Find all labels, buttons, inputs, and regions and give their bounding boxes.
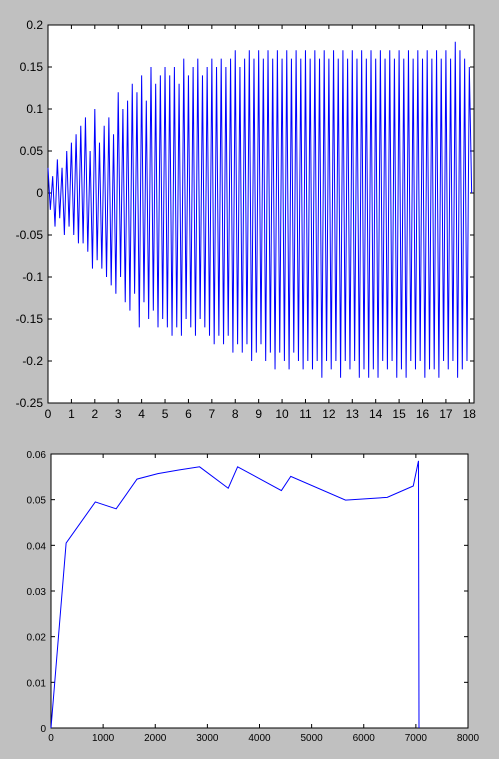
top-chart-x-tick-label: 1	[68, 407, 75, 421]
top-chart-x-tick-label: 0	[45, 407, 52, 421]
top-chart-x-tick-label: 18	[463, 407, 477, 421]
bottom-chart-x-tick-label: 3000	[196, 733, 219, 744]
bottom-chart-x-tick-label: 6000	[353, 733, 376, 744]
top-chart-x-tick-label: 5	[162, 407, 169, 421]
bottom-chart-x-tick-label: 7000	[405, 733, 428, 744]
top-chart-y-tick-label: -0.25	[16, 396, 44, 410]
top-chart-x-tick-labels: 0 1 2 3 4 5 6 7 8 9 10 11 12 13 14 15 16 17 18	[45, 407, 477, 421]
top-chart-x-tick-label: 8	[232, 407, 239, 421]
top-chart-x-tick-label: 17	[439, 407, 453, 421]
top-chart-y-tick-label: -0.1	[22, 270, 43, 284]
top-chart-y-tick-label: -0.2	[22, 354, 43, 368]
top-chart-y-tick-label: 0.2	[26, 18, 43, 32]
top-chart-x-tick-label: 3	[115, 407, 122, 421]
bottom-chart-x-tick-label: 5000	[301, 733, 324, 744]
top-chart-y-tick-label: 0.15	[20, 60, 44, 74]
bottom-chart-y-tick-labels: 0 0.01 0.02 0.03 0.04 0.05 0.06	[27, 450, 47, 735]
top-chart-x-tick-label: 12	[322, 407, 336, 421]
top-chart-x-tick-label: 14	[369, 407, 383, 421]
top-chart-y-tick-label: 0.05	[20, 144, 44, 158]
top-chart-x-tick-label: 16	[416, 407, 430, 421]
bottom-chart-y-tick-label: 0.02	[27, 633, 47, 644]
bottom-chart-x-tick-labels: 0 1000 2000 3000 4000 5000 6000 7000 8000	[48, 733, 479, 744]
top-chart-x-tick-label: 4	[138, 407, 145, 421]
bottom-chart-series-line	[50, 460, 420, 729]
bottom-chart-y-tick-label: 0	[40, 724, 46, 735]
bottom-chart: 0 1000 2000 3000 4000 5000 6000 7000 8000 00.010…	[27, 450, 480, 744]
top-chart-y-tick-label: -0.15	[16, 312, 44, 326]
bottom-chart-y-tick-label: 0.05	[27, 496, 47, 507]
bottom-chart-y-tick-label: 0.03	[27, 587, 47, 598]
top-chart-x-tick-label: 11	[299, 407, 312, 421]
top-chart: 0 1 2 3 4 5 6 7 8 9 10 11 12 13 14 15 16 17 18 -0.25-0.2-0…	[16, 18, 477, 421]
bottom-chart-y-tick-label: 0.04	[27, 541, 47, 552]
bottom-chart-x-tick-label: 4000	[248, 733, 271, 744]
top-chart-ticks	[47, 24, 474, 404]
top-chart-y-tick-labels: -0.25 -0.2 -0.15 -0.1 -0.05 0 0.05 0.1 0.15 0.2	[16, 18, 44, 410]
top-chart-y-tick-label: 0.1	[26, 102, 43, 116]
top-chart-y-tick-label: -0.05	[16, 228, 44, 242]
top-chart-x-tick-label: 15	[392, 407, 406, 421]
bottom-chart-x-tick-label: 0	[48, 733, 54, 744]
top-chart-x-tick-label: 9	[255, 407, 262, 421]
top-chart-x-tick-label: 2	[91, 407, 98, 421]
bottom-chart-x-tick-label: 8000	[457, 733, 480, 744]
top-chart-series-line	[47, 41, 473, 378]
bottom-chart-x-tick-label: 1000	[92, 733, 115, 744]
top-chart-y-tick-label: 0	[36, 186, 43, 200]
top-chart-x-tick-label: 6	[185, 407, 192, 421]
bottom-chart-y-tick-label: 0.01	[27, 678, 47, 689]
bottom-chart-plot-area	[50, 453, 469, 729]
top-chart-x-tick-label: 7	[209, 407, 216, 421]
bottom-chart-x-tick-label: 2000	[144, 733, 167, 744]
top-chart-x-tick-label: 10	[275, 407, 289, 421]
bottom-chart-y-tick-label: 0.06	[27, 450, 47, 461]
top-chart-x-tick-label: 13	[346, 407, 360, 421]
